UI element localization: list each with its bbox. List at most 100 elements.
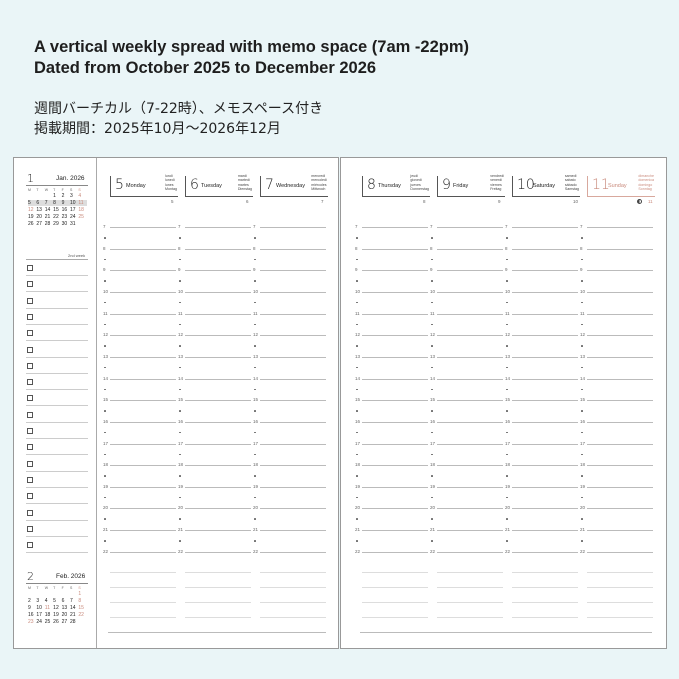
checkbox	[27, 428, 33, 434]
half-hour-dot	[506, 280, 508, 282]
hour-line	[362, 508, 428, 510]
calendar-date: 27	[61, 619, 68, 625]
calendar-date: 1	[53, 193, 56, 199]
hour-label: 15	[430, 397, 436, 403]
half-hour-dot	[254, 540, 256, 542]
half-hour-dot	[506, 301, 508, 304]
hour-label: 11	[355, 310, 360, 316]
hour-line	[110, 400, 176, 402]
hour-line	[512, 335, 578, 337]
hour-line	[185, 443, 251, 445]
hour-label: 13	[505, 353, 511, 359]
half-hour-dot	[431, 345, 433, 347]
hour-line	[110, 421, 176, 423]
half-hour-dot	[179, 388, 181, 391]
calendar-date	[70, 591, 78, 597]
checkbox-line	[26, 291, 88, 293]
hour-line	[260, 313, 326, 315]
half-hour-dot	[431, 496, 433, 499]
hour-line	[185, 400, 251, 402]
calendar-date: 29	[53, 221, 59, 227]
hour-label: 20	[253, 505, 259, 511]
hour-line	[185, 465, 251, 467]
hour-line	[512, 443, 578, 445]
hour-line	[110, 227, 176, 228]
hour-line	[512, 227, 578, 228]
weekday-label: W	[44, 188, 49, 192]
half-hour-dot	[431, 475, 433, 477]
half-hour-dot	[356, 410, 358, 412]
calendar-date	[78, 619, 86, 625]
translation: mardi	[237, 174, 247, 178]
calendar-date: 5	[53, 598, 56, 604]
hour-line	[512, 508, 578, 510]
hour-label: 15	[103, 397, 109, 403]
calendar-date: 25	[44, 619, 51, 625]
checkbox-line	[26, 405, 88, 407]
calendar-date: 13	[61, 605, 68, 611]
checkbox	[27, 476, 33, 483]
hour-line	[260, 465, 326, 467]
hour-line	[587, 335, 653, 337]
hour-label: 14	[505, 375, 511, 381]
mini-calendar: M T W T F S S 1 2 3 4 5 6 7 8 9 10 11 12 13 14 15 16 17 18 19 20 21…	[28, 586, 87, 625]
calendar-date: 12	[28, 207, 34, 213]
half-hour-dot	[179, 237, 181, 239]
calendar-date: 7	[69, 598, 73, 604]
hour-line	[587, 530, 653, 532]
half-hour-dot	[581, 540, 583, 542]
hour-line	[185, 313, 251, 315]
hour-line	[587, 248, 653, 250]
hour-label: 8	[178, 245, 181, 251]
hour-line	[362, 486, 428, 488]
hour-line	[260, 378, 326, 380]
hour-label: 10	[580, 288, 586, 294]
calendar-date: 26	[53, 619, 59, 625]
hour-label: 15	[505, 397, 511, 403]
hour-label: 19	[253, 483, 259, 489]
translation: lundi	[165, 174, 173, 178]
checkbox	[27, 493, 33, 500]
hour-label: 21	[103, 527, 109, 533]
half-hour-dot	[179, 496, 181, 499]
right-page	[340, 157, 667, 649]
hour-line	[185, 270, 251, 272]
half-hour-dot	[179, 345, 181, 347]
checkbox-line	[26, 519, 88, 521]
checkbox	[27, 444, 33, 451]
hour-label: 19	[355, 483, 361, 489]
divider	[26, 583, 88, 584]
half-hour-dot	[104, 345, 106, 347]
hour-label: 21	[430, 527, 436, 533]
half-hour-dot	[431, 366, 433, 369]
checkbox-line	[26, 372, 88, 374]
day-header-tuesday: 6 Tuesday mardi martedì martes Dienstag	[185, 174, 253, 197]
memo-line	[360, 632, 652, 633]
month-number: 1	[27, 172, 34, 185]
translation: sabato	[564, 178, 576, 183]
translation: samedi	[564, 174, 577, 178]
checkbox	[27, 313, 33, 320]
hour-line	[587, 313, 653, 315]
calendar-date: 16	[28, 612, 34, 618]
calendar-date: 19	[28, 214, 34, 220]
half-hour-dot	[581, 453, 583, 455]
hour-label: 13	[103, 353, 109, 359]
calendar-date: 6	[61, 598, 65, 604]
calendar-date: 18	[44, 612, 51, 618]
hour-label: 17	[103, 440, 109, 446]
translation: vendredi	[490, 174, 504, 178]
hour-label: 17	[355, 440, 361, 446]
translation: miércoles	[311, 182, 327, 187]
memo-line	[185, 587, 251, 588]
hour-label: 20	[505, 505, 511, 511]
hour-label: 18	[580, 462, 586, 468]
half-hour-dot	[356, 431, 358, 434]
hour-line	[512, 270, 578, 272]
hour-line	[587, 378, 653, 380]
memo-line	[362, 587, 428, 588]
calendar-date: 24	[36, 619, 42, 625]
hour-label: 19	[103, 483, 109, 489]
half-hour-dot	[356, 475, 358, 477]
hour-label: 17	[430, 440, 436, 446]
